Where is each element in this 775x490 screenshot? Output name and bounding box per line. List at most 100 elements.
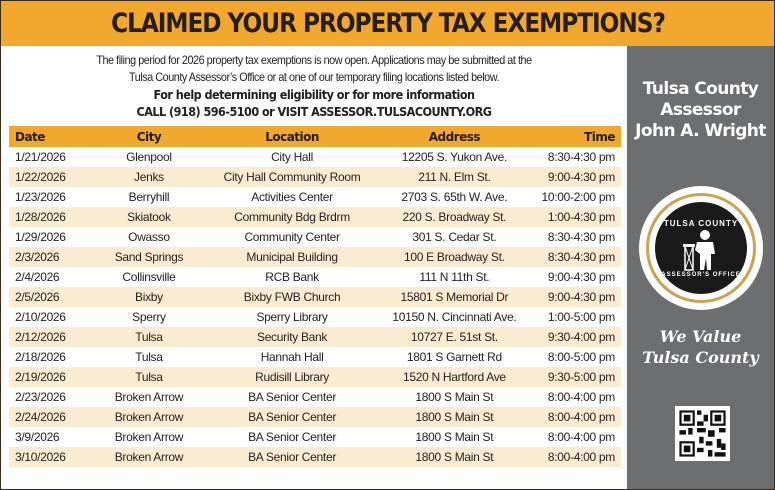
cell-city: Sperry	[132, 310, 166, 324]
cell-city: Broken Arrow	[114, 430, 184, 444]
cell-location: Bixby FWB Church	[206, 287, 378, 307]
cell-location: Activities Center	[251, 190, 333, 204]
cell-location: RCB Bank	[265, 270, 319, 284]
cell-location: BA Senior Center	[248, 390, 337, 404]
cell-city: Bixby	[91, 287, 207, 307]
table-row: 1/21/2026 Glenpool City Hall 12205 S. Yukon…	[9, 147, 621, 167]
locations-table: Date City Location Address Time 1/21/202…	[9, 126, 621, 467]
cell-city: Skiatook	[91, 207, 207, 227]
help-text: For help determining eligibility or for …	[153, 87, 476, 102]
sidebar: Tulsa County Assessor John A. Wright TUL…	[627, 46, 774, 489]
cell-time: 8:30-4:30 pm	[547, 150, 615, 164]
cell-time: 1:00-4:30 pm	[531, 207, 621, 227]
col-city: City	[91, 126, 207, 147]
cell-address: 1520 N Hartford Ave	[377, 367, 532, 387]
cell-address: 1800 S Main St	[415, 430, 494, 444]
cell-city: Glenpool	[126, 150, 172, 164]
cell-city: Broken Arrow	[91, 447, 207, 467]
table-row: 1/23/2026 Berryhill Activities Center 2703 …	[9, 187, 621, 207]
cell-address: 1800 S Main St	[415, 390, 494, 404]
cell-time: 10:00-2:00 pm	[541, 190, 616, 204]
cell-time: 9:30-4:00 pm	[531, 327, 621, 347]
table-row: 1/22/2026 Jenks City Hall Community Room 21…	[9, 167, 621, 187]
table-row: 2/3/2026 Sand Springs Municipal Building 10…	[9, 247, 621, 267]
cell-address: 100 E Broadway St.	[377, 247, 532, 267]
cell-location: City Hall Community Room	[206, 167, 378, 187]
table-row: 2/23/2026 Broken Arrow BA Senior Center 180…	[9, 387, 621, 407]
cell-time: 9:00-4:30 pm	[531, 167, 621, 187]
cell-address: 220 S. Broadway St.	[377, 207, 532, 227]
cell-location: BA Senior Center	[206, 447, 378, 467]
cell-date: 2/18/2026	[15, 350, 66, 364]
cell-time: 9:30-5:00 pm	[531, 367, 621, 387]
cell-city: Berryhill	[128, 190, 170, 204]
cell-date: 2/4/2026	[15, 270, 60, 284]
col-location: Location	[206, 126, 378, 147]
table-row: 1/29/2026 Owasso Community Center 301 S. Ce…	[9, 227, 621, 247]
cell-time: 8:00-4:00 pm	[531, 407, 621, 427]
table-row: 2/10/2026 Sperry Sperry Library 10150 N. Ci…	[9, 307, 621, 327]
cell-location: City Hall	[271, 150, 314, 164]
cell-time: 8:00-4:00 pm	[547, 390, 615, 404]
cell-location: Security Bank	[206, 327, 378, 347]
table-row: 2/5/2026 Bixby Bixby FWB Church 15801 S Mem…	[9, 287, 621, 307]
cell-date: 1/22/2026	[9, 167, 92, 187]
cell-address: 211 N. Elm St.	[377, 167, 532, 187]
intro-text: The filing period for 2026 property tax …	[1, 52, 627, 120]
col-address: Address	[377, 126, 532, 147]
cell-date: 2/24/2026	[9, 407, 92, 427]
cell-date: 2/19/2026	[9, 367, 92, 387]
cell-city: Collinsville	[122, 270, 176, 284]
cell-city: Tulsa	[135, 350, 163, 364]
cell-location: Sperry Library	[256, 310, 328, 324]
cell-city: Tulsa	[91, 367, 207, 387]
cell-date: 1/28/2026	[9, 207, 92, 227]
slogan-line: We Value	[659, 327, 742, 346]
cell-date: 3/9/2026	[15, 430, 60, 444]
cell-location: Community Center	[244, 230, 340, 244]
cell-location: BA Senior Center	[248, 430, 337, 444]
cell-address: 1800 S Main St	[377, 407, 532, 427]
cell-address: 1801 S Garnett Rd	[406, 350, 502, 364]
oil-worker-icon	[683, 229, 715, 271]
col-time: Time	[531, 126, 621, 147]
county-seal-icon: TULSA COUNTY ASSESSOR'S OFFICE	[639, 186, 763, 310]
table-row: 1/28/2026 Skiatook Community Bdg Brdrm 220 …	[9, 207, 621, 227]
main-content: The filing period for 2026 property tax …	[1, 46, 627, 489]
table-row: 2/12/2026 Tulsa Security Bank 10727 E. 51st…	[9, 327, 621, 347]
cell-date: 2/23/2026	[15, 390, 66, 404]
cell-time: 8:00-4:00 pm	[531, 447, 621, 467]
seal-bottom-text: ASSESSOR'S OFFICE	[661, 271, 741, 278]
cell-address: 1800 S Main St	[377, 447, 532, 467]
table-row: 2/24/2026 Broken Arrow BA Senior Center 180…	[9, 407, 621, 427]
cell-date: 2/3/2026	[9, 247, 92, 267]
col-date: Date	[9, 126, 92, 147]
cell-address: 12205 S. Yukon Ave.	[401, 150, 508, 164]
cell-time: 1:00-5:00 pm	[547, 310, 615, 324]
cell-date: 2/12/2026	[9, 327, 92, 347]
cell-city: Sand Springs	[91, 247, 207, 267]
cell-date: 1/29/2026	[15, 230, 66, 244]
cell-time: 8:00-5:00 pm	[547, 350, 615, 364]
assessor-title: Tulsa County Assessor John A. Wright	[627, 79, 774, 142]
cell-address: 15801 S Memorial Dr	[377, 287, 532, 307]
cell-time: 8:30-4:30 pm	[531, 247, 621, 267]
cell-location: BA Senior Center	[206, 407, 378, 427]
assessor-name: John A. Wright	[635, 121, 766, 141]
cell-location: Municipal Building	[206, 247, 378, 267]
table-row: 2/4/2026 Collinsville RCB Bank 111 N 11th S…	[9, 267, 621, 287]
cell-date: 1/23/2026	[15, 190, 66, 204]
cell-address: 2703 S. 65th W. Ave.	[401, 190, 508, 204]
slogan: We Value Tulsa County	[627, 326, 774, 368]
contact-text: CALL (918) 596-5100 or VISIT ASSESSOR.TU…	[136, 104, 493, 119]
cell-date: 2/5/2026	[9, 287, 92, 307]
cell-location: Hannah Hall	[260, 350, 324, 364]
qr-code-icon[interactable]	[675, 406, 730, 461]
cell-time: 9:00-4:30 pm	[547, 270, 615, 284]
intro-line-1: The filing period for 2026 property tax …	[96, 53, 532, 67]
header-banner: CLAIMED YOUR PROPERTY TAX EXEMPTIONS?	[1, 1, 774, 46]
intro-line-2: Tulsa County Assessor’s Office or at one…	[128, 70, 500, 84]
cell-time: 9:00-4:30 pm	[531, 287, 621, 307]
cell-location: Community Bdg Brdrm	[206, 207, 378, 227]
